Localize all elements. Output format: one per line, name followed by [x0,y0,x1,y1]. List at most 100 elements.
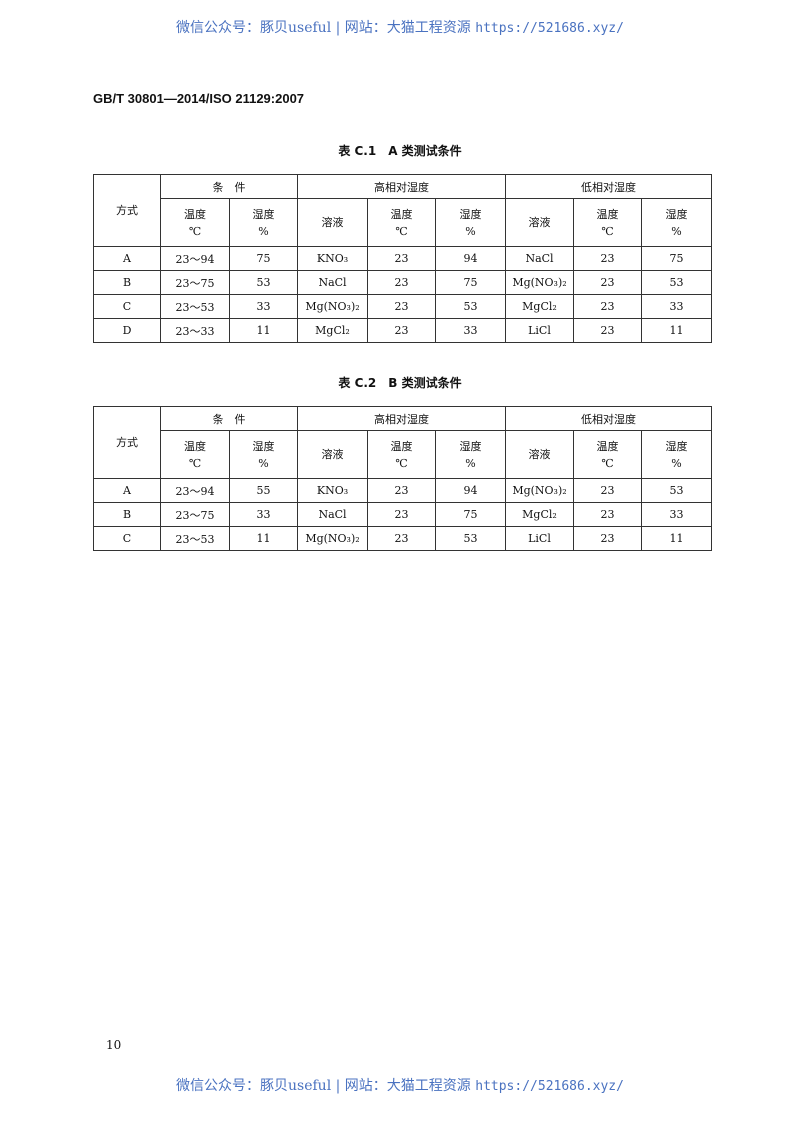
table-cell: 23 [573,246,642,271]
table-cell: MgCl₂ [505,502,574,527]
table-cell: 23～53 [160,526,230,551]
header-solution: 溶液 [297,198,368,247]
table-c1: 方式 条 件 高相对湿度 低相对湿度 温度 ℃ 湿度% 溶液 温度 ℃ 湿度% 溶液 温度 ℃ 湿度%… [93,174,712,343]
table-cell: 94 [435,246,506,271]
watermark-url: https://521686.xyz/ [475,1079,624,1094]
table-cell: 33 [435,318,506,343]
table-cell: MgCl₂ [505,294,574,319]
table-cell: KNO₃ [297,246,368,271]
table-cell: NaCl [297,502,368,527]
header-humidity: 湿度% [641,198,712,247]
watermark-bottom: 微信公众号：豚贝useful | 网站：大猫工程资源 https://52168… [0,1075,800,1095]
table-cell: 23 [367,294,436,319]
table-cell: 53 [641,270,712,295]
table-cell: 75 [435,270,506,295]
table-cell: LiCl [505,318,574,343]
table-cell: 33 [641,502,712,527]
table-cell: 23～33 [160,318,230,343]
header-humidity: 湿度% [435,430,506,479]
table-cell: 23 [573,478,642,503]
table-row: B 23～75 53 NaCl 23 75 Mg(NO₃)₂ 23 53 [93,270,712,295]
watermark-top: 微信公众号：豚贝useful | 网站：大猫工程资源 https://52168… [0,17,800,37]
table-cell: 23 [367,270,436,295]
watermark-text: 微信公众号：豚贝useful | 网站：大猫工程资源 [176,1078,476,1094]
table-cell: 53 [229,270,298,295]
table-cell: Mg(NO₃)₂ [505,478,574,503]
header-temp: 温度 ℃ [160,198,230,247]
table-cell: Mg(NO₃)₂ [297,526,368,551]
table-cell: A [93,478,161,503]
table-cell: NaCl [505,246,574,271]
table-row: C 23～53 11 Mg(NO₃)₂ 23 53 LiCl 23 11 [93,526,712,551]
table-cell: 23 [573,502,642,527]
table-cell: 23 [367,502,436,527]
table-cell: 23 [573,318,642,343]
table-cell: 23 [367,318,436,343]
header-method: 方式 [93,174,161,247]
table-cell: 23 [367,246,436,271]
table-row: A 23～94 55 KNO₃ 23 94 Mg(NO₃)₂ 23 53 [93,478,712,503]
table-row: A 23～94 75 KNO₃ 23 94 NaCl 23 75 [93,246,712,271]
table-cell: 23 [573,270,642,295]
table-cell: 11 [229,526,298,551]
header-temp: 温度 ℃ [573,198,642,247]
table-cell: Mg(NO₃)₂ [297,294,368,319]
table-cell: C [93,526,161,551]
table-cell: 53 [641,478,712,503]
table-cell: NaCl [297,270,368,295]
header-high-rh: 高相对湿度 [297,174,506,199]
table-cell: 23～94 [160,246,230,271]
table-cell: 23 [573,526,642,551]
page-number: 10 [106,1038,122,1052]
table-cell: 23～94 [160,478,230,503]
header-temp: 温度 ℃ [367,430,436,479]
header-solution: 溶液 [297,430,368,479]
table-cell: 75 [229,246,298,271]
table-cell: D [93,318,161,343]
table-cell: 23 [367,478,436,503]
table-cell: 23～75 [160,502,230,527]
table-cell: 23～75 [160,270,230,295]
table-row: B 23～75 33 NaCl 23 75 MgCl₂ 23 33 [93,502,712,527]
header-method: 方式 [93,406,161,479]
table2-caption: 表 C.2 B 类测试条件 [338,376,462,390]
table-cell: 53 [435,526,506,551]
header-humidity: 湿度% [229,430,298,479]
table-cell: B [93,502,161,527]
table-cell: 11 [641,526,712,551]
header-temp: 温度 ℃ [367,198,436,247]
table-cell: 23 [573,294,642,319]
table-cell: 55 [229,478,298,503]
table-row: C 23～53 33 Mg(NO₃)₂ 23 53 MgCl₂ 23 33 [93,294,712,319]
header-humidity: 湿度% [435,198,506,247]
table-cell: LiCl [505,526,574,551]
header-temp: 温度 ℃ [160,430,230,479]
table-cell: 23 [367,526,436,551]
table1-caption: 表 C.1 A 类测试条件 [338,144,462,158]
table-row: D 23～33 11 MgCl₂ 23 33 LiCl 23 11 [93,318,712,343]
table-cell: 53 [435,294,506,319]
standard-code: GB/T 30801—2014/ISO 21129:2007 [93,91,305,106]
table-cell: 23～53 [160,294,230,319]
table-cell: KNO₃ [297,478,368,503]
table-cell: 33 [641,294,712,319]
header-low-rh: 低相对湿度 [505,174,712,199]
header-conditions: 条 件 [160,406,298,431]
header-high-rh: 高相对湿度 [297,406,506,431]
table-cell: 75 [435,502,506,527]
table-cell: C [93,294,161,319]
header-humidity: 湿度% [641,430,712,479]
table-cell: A [93,246,161,271]
table-cell: B [93,270,161,295]
header-temp: 温度 ℃ [573,430,642,479]
header-low-rh: 低相对湿度 [505,406,712,431]
table-c2: 方式 条 件 高相对湿度 低相对湿度 温度 ℃ 湿度% 溶液 温度 ℃ 湿度% 溶液 温度 ℃ 湿度%… [93,406,712,551]
table-cell: 94 [435,478,506,503]
header-solution: 溶液 [505,198,574,247]
table-cell: MgCl₂ [297,318,368,343]
header-conditions: 条 件 [160,174,298,199]
watermark-url: https://521686.xyz/ [475,21,624,36]
header-solution: 溶液 [505,430,574,479]
watermark-text: 微信公众号：豚贝useful | 网站：大猫工程资源 [176,20,476,36]
